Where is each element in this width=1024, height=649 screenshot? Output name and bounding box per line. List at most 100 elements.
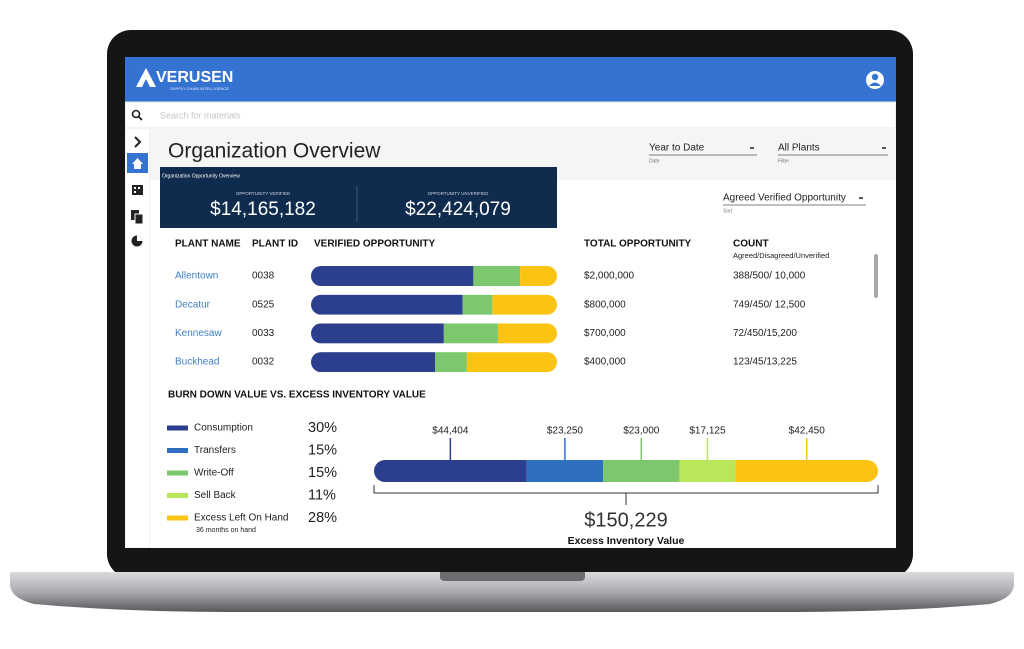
- bar-segment: [435, 352, 467, 373]
- top-bar: [125, 57, 896, 102]
- tagline: SUPPLY CHAIN INTELLIGENCE: [170, 86, 229, 91]
- amount-label: $23,000: [623, 426, 660, 437]
- count: 72/450/15,200: [733, 328, 797, 339]
- filter-label: Date: [649, 158, 660, 164]
- bracket: [373, 485, 879, 505]
- count: 388/500/ 10,000: [733, 271, 806, 282]
- filter-plants[interactable]: All Plants Filter: [778, 143, 888, 165]
- legend-swatch: [167, 448, 188, 453]
- amount-label: $17,125: [689, 426, 726, 437]
- legend-name: Excess Left On Hand: [194, 513, 289, 524]
- total-opportunity: $2,000,000: [584, 271, 634, 282]
- bar-segment: [311, 323, 444, 344]
- bar-segment: [311, 266, 474, 286]
- notch: [440, 572, 585, 581]
- column-header: VERIFIED OPPORTUNITY: [314, 239, 435, 250]
- total-value: $150,229: [584, 509, 667, 531]
- legend-name: Transfers: [194, 445, 236, 456]
- plant-name[interactable]: Decatur: [175, 299, 211, 310]
- bar-segment: [443, 323, 498, 344]
- overview-card: [160, 167, 557, 228]
- overview-label: OPPORTUNITY UNVERIFIED: [428, 191, 490, 196]
- count: 749/450/ 12,500: [733, 299, 806, 310]
- bar-segment: [473, 266, 521, 286]
- amount-label: $42,450: [789, 426, 826, 437]
- opportunity-bar: [311, 266, 557, 286]
- legend-percent: 15%: [308, 465, 337, 481]
- burndown-bar: [374, 460, 878, 482]
- bar-segment: [679, 460, 736, 482]
- filter-value: Year to Date: [649, 143, 705, 154]
- brand: VERUSEN: [156, 69, 233, 86]
- bar-segment: [735, 460, 878, 482]
- legend-percent: 28%: [308, 510, 337, 526]
- section-title: BURN DOWN VALUE VS. EXCESS INVENTORY VAL…: [168, 390, 426, 401]
- expand-icon[interactable]: [134, 136, 142, 148]
- plant-name[interactable]: Kennesaw: [175, 328, 222, 339]
- bar-segment: [526, 460, 604, 482]
- count: 123/45/13,225: [733, 357, 797, 368]
- overview-value: $22,424,079: [405, 199, 511, 220]
- search-placeholder: Search for materials: [160, 110, 241, 120]
- legend-swatch: [167, 493, 188, 498]
- user-icon[interactable]: [866, 71, 884, 89]
- bar-segment: [374, 460, 527, 482]
- total-label: Excess Inventory Value: [568, 535, 685, 547]
- column-header: TOTAL OPPORTUNITY: [584, 239, 692, 250]
- plant-id: 0032: [252, 357, 275, 368]
- overview-title: Organization Opportunity Overview: [162, 173, 240, 179]
- amount-label: $23,250: [547, 426, 584, 437]
- screen: VERUSEN SUPPLY CHAIN INTELLIGENCE Search…: [125, 57, 896, 548]
- legend-swatch: [167, 425, 188, 431]
- plant-id: 0038: [252, 271, 275, 282]
- search-bar[interactable]: [125, 101, 896, 129]
- plant-name[interactable]: Allentown: [175, 271, 218, 282]
- opportunity-bar: [311, 294, 557, 315]
- overview-value: $14,165,182: [210, 199, 316, 220]
- bar-segment: [462, 294, 493, 315]
- legend-percent: 30%: [308, 420, 337, 436]
- legend-swatch: [167, 515, 188, 521]
- opportunity-bar: [311, 352, 557, 373]
- bar-segment: [497, 323, 557, 344]
- count-subheader: Agreed/Disagreed/Unverified: [733, 251, 829, 260]
- column-header: PLANT ID: [252, 239, 298, 250]
- plant-id: 0525: [252, 299, 275, 310]
- plant-id: 0033: [252, 328, 275, 339]
- legend-percent: 15%: [308, 442, 337, 458]
- column-header: PLANT NAME: [175, 239, 241, 250]
- sort-value: Agreed Verified Opportunity: [723, 193, 846, 204]
- page-title: Organization Overview: [168, 140, 381, 163]
- sort-dropdown[interactable]: Agreed Verified Opportunity Sort: [723, 193, 866, 215]
- nav-buildings[interactable]: [132, 185, 143, 195]
- bar-segment: [603, 460, 680, 482]
- logo-mark: [136, 68, 156, 87]
- table-rows: Allentown 0038 $2,000,000 388/500/ 10,000 De…: [175, 266, 806, 373]
- legend-name: Consumption: [194, 423, 253, 434]
- total-opportunity: $800,000: [584, 299, 626, 310]
- bar-segment: [311, 294, 463, 315]
- plant-name[interactable]: Buckhead: [175, 357, 219, 368]
- opportunity-bar: [311, 323, 557, 344]
- legend-name: Write-Off: [194, 468, 234, 479]
- amount-label: $44,404: [432, 426, 469, 437]
- legend-name: Sell Back: [194, 490, 237, 501]
- total-opportunity: $700,000: [584, 328, 626, 339]
- sidebar: [125, 127, 151, 548]
- bar-segment: [520, 266, 557, 286]
- laptop-base: [10, 572, 1014, 612]
- sort-label: Sort: [723, 208, 733, 214]
- filter-date[interactable]: Year to Date Date: [649, 143, 757, 165]
- overview-label: OPPORTUNITY VERIFIED: [236, 191, 291, 196]
- column-header: COUNT: [733, 239, 769, 250]
- total-opportunity: $400,000: [584, 357, 626, 368]
- filter-label: Filter: [778, 158, 789, 164]
- burndown-chart: Consumption 30% Transfers 15% Write-Off 15% Se…: [167, 420, 878, 534]
- filter-value: All Plants: [778, 143, 820, 154]
- search-icon: [131, 109, 141, 119]
- bar-segment: [311, 352, 436, 373]
- scrollbar[interactable]: [874, 254, 878, 298]
- excess-note: 36 months on hand: [196, 527, 256, 534]
